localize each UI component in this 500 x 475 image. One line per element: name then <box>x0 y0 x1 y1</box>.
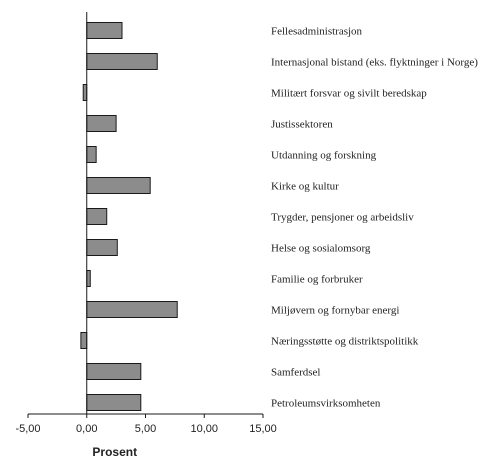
category-label-6: Trygder, pensjoner og arbeidsliv <box>271 212 414 224</box>
category-label-3: Justissektoren <box>271 119 333 131</box>
bar-8 <box>86 270 91 287</box>
category-label-5: Kirke og kultur <box>271 181 339 193</box>
bar-4 <box>86 146 97 163</box>
bar-5 <box>86 177 151 194</box>
bar-3 <box>86 115 117 132</box>
category-label-0: Fellesadministrasjon <box>271 26 363 38</box>
category-label-4: Utdanning og forskning <box>271 150 377 162</box>
x-axis-title: Prosent <box>92 445 137 459</box>
bar-12 <box>86 394 142 411</box>
bar-11 <box>86 363 142 380</box>
category-label-1: Internasjonal bistand (eks. flyktninger … <box>271 57 478 69</box>
category-label-12: Petroleumsvirksomheten <box>271 398 381 410</box>
category-label-7: Helse og sosialomsorg <box>271 243 371 255</box>
category-label-2: Militært forsvar og sivilt beredskap <box>271 88 427 100</box>
x-tick-label-2: 5,00 <box>135 423 156 435</box>
bar-10 <box>80 332 88 349</box>
x-tick-label-4: 15,00 <box>249 423 277 435</box>
x-tick-label-3: 10,00 <box>190 423 218 435</box>
bar-6 <box>86 208 108 225</box>
category-labels-group: Fellesadministrasjon Internasjonal bistan… <box>271 26 478 410</box>
bar-9 <box>86 301 178 318</box>
x-tick-label-0: -5,00 <box>15 423 40 435</box>
bar-2 <box>82 84 88 101</box>
x-tick-label-1: 0,00 <box>76 423 97 435</box>
bars-group <box>80 22 178 411</box>
category-label-9: Miljøvern og fornybar energi <box>271 305 399 317</box>
bar-0 <box>86 22 123 39</box>
bar-1 <box>86 53 158 70</box>
bar-7 <box>86 239 118 256</box>
x-ticks-group: -5,00 0,00 5,00 10,00 15,00 <box>15 414 277 435</box>
category-label-10: Næringsstøtte og distriktspolitikk <box>271 336 419 348</box>
category-label-11: Samferdsel <box>271 367 320 379</box>
category-label-8: Familie og forbruker <box>271 274 363 286</box>
